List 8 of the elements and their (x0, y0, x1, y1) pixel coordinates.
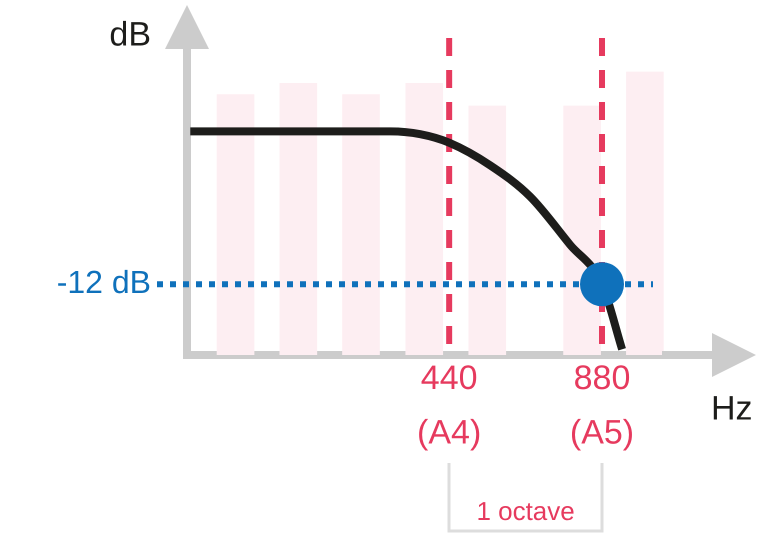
ref-line-label: -12 dB (56, 264, 151, 300)
x-axis-title: Hz (711, 389, 753, 428)
x-tick-label: 880 (574, 358, 630, 397)
ref-line-label: (A4) (417, 413, 482, 452)
x-tick-label: 440 (420, 358, 478, 397)
text: 1 octave (476, 496, 575, 526)
y-axis-title: dB (109, 15, 151, 54)
ref-line-label: (A5) (570, 413, 634, 452)
